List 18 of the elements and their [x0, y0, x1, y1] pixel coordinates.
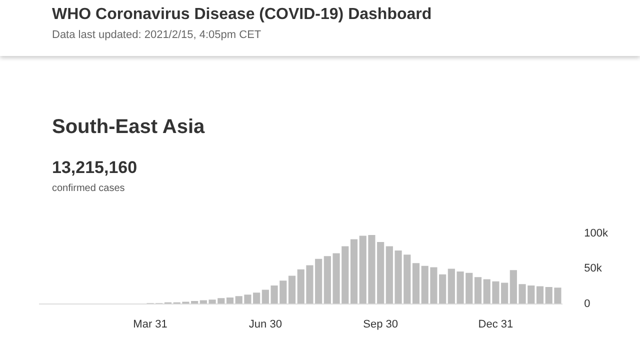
text: confirmed cases	[52, 183, 125, 194]
x-tick-label: Dec 31	[478, 318, 514, 330]
y-tick-label: 100k	[584, 228, 608, 240]
text: South-East Asia	[52, 116, 205, 139]
x-tick-label: Sep 30	[363, 318, 398, 330]
bar	[350, 239, 358, 304]
x-tick-label: Mar 31	[133, 318, 168, 330]
bar	[288, 276, 296, 304]
text: 13,215,160	[52, 158, 138, 178]
bar	[226, 297, 234, 304]
chart-subtitle: Data last updated: 2021/2/15, 4:05pm CET	[52, 29, 262, 41]
y-tick-label: 50k	[584, 262, 602, 275]
x-tick-label: Jun 30	[248, 318, 282, 330]
y-tick-label: 0	[584, 298, 590, 310]
chart-title: WHO Coronavirus Disease (COVID-19) Dashboard	[52, 6, 432, 24]
bar	[474, 277, 482, 304]
bar	[412, 263, 420, 304]
bar	[536, 286, 544, 304]
